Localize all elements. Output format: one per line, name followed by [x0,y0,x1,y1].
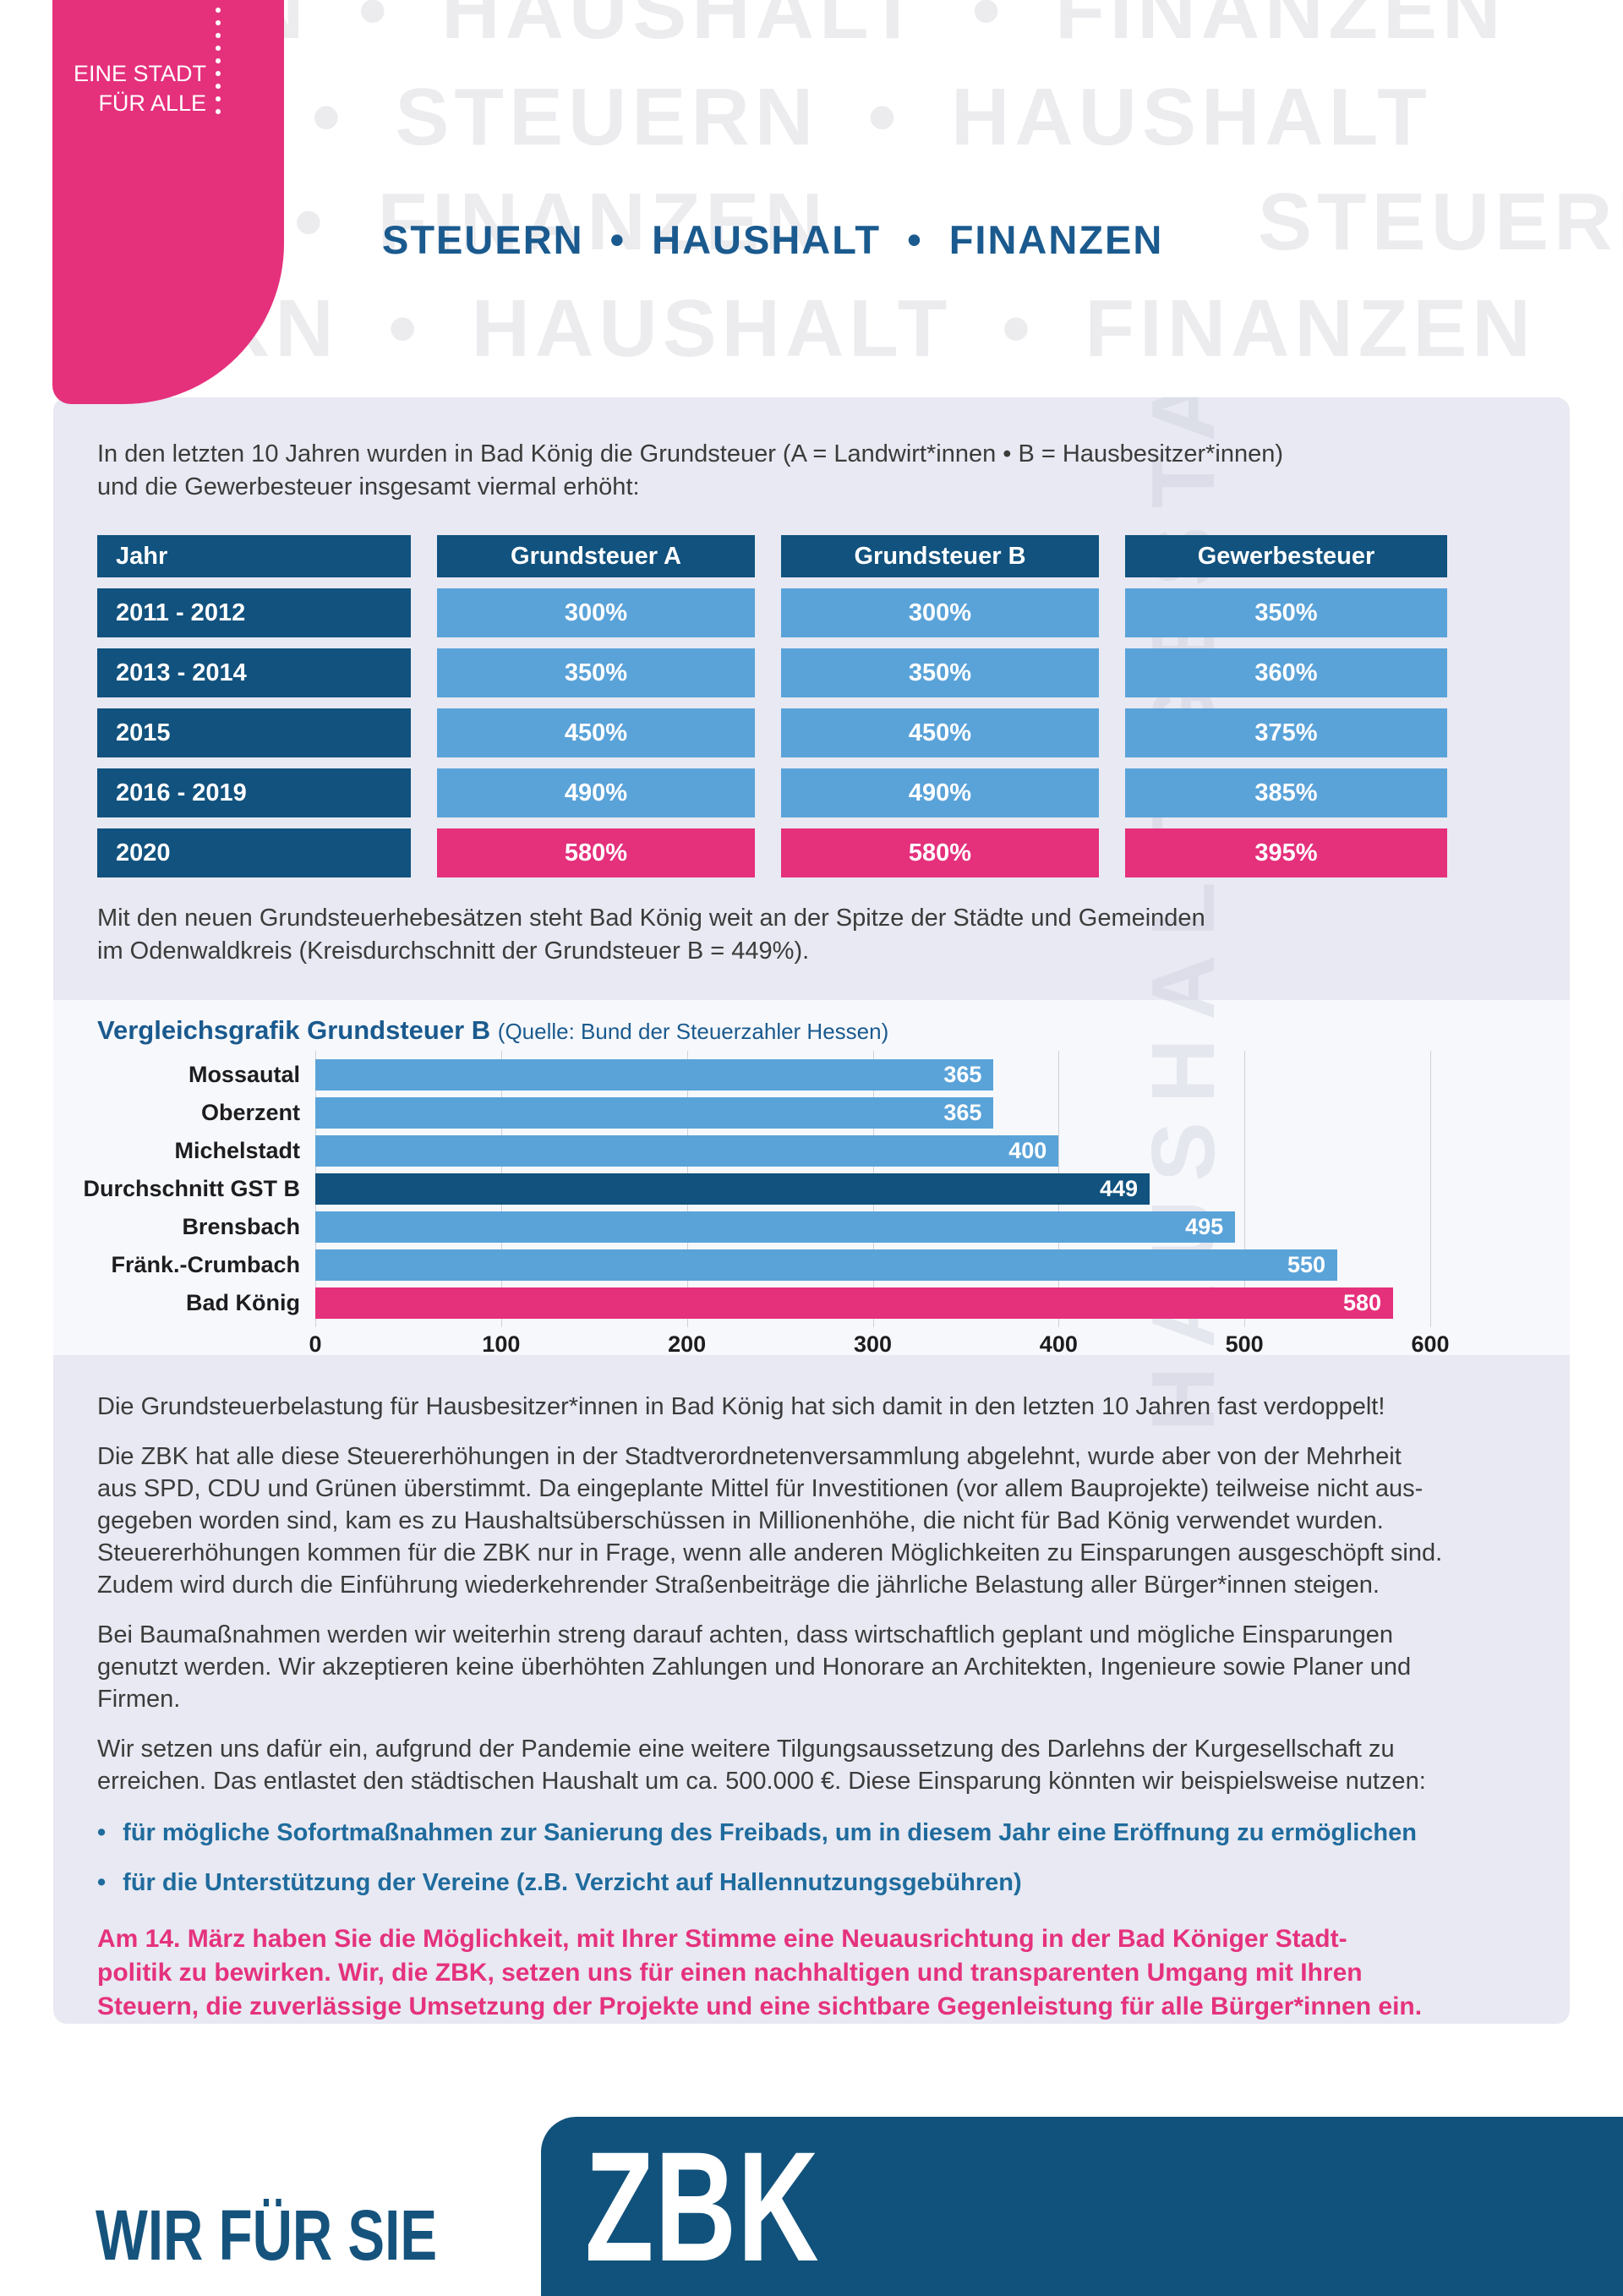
table-year-cell: 2013 - 2014 [97,648,411,697]
table-value-cell: 490% [437,768,755,817]
body-text: Die Grundsteuerbelastung für Hausbesitze… [97,1391,1465,2024]
table-year-cell: 2011 - 2012 [97,588,411,637]
chart-bar-value: 400 [1008,1138,1047,1163]
table-header-cell: Jahr [97,535,411,577]
footer-slogan: WIR FÜR SIE [96,2195,438,2275]
chart-bar: 449 [315,1173,1150,1205]
table-value-cell: 450% [437,708,755,757]
body-paragraph: Die ZBK hat alle diese Steuererhöhungen … [97,1443,1443,1599]
tax-rate-table: Jahr Grundsteuer A Grundsteuer B Gewerbeste… [97,535,1447,877]
body-paragraph: Bei Baumaßnahmen werden wir weiterhin st… [97,1621,1412,1713]
table-value-cell: 490% [781,768,1099,817]
page-title: STEUERN • HAUSHALT • FINANZEN [382,217,1164,262]
chart-bar: 495 [315,1211,1236,1243]
chart-bar-value: 580 [1342,1290,1382,1315]
x-axis-tick-label: 400 [1039,1331,1078,1357]
table-year-cell: 2015 [97,708,411,757]
chart-category-label: Mossautal [188,1062,300,1087]
chart-category-label: Fränk.-Crumbach [111,1252,300,1277]
table-value-cell: 580% [437,828,755,877]
x-axis-tick-label: 0 [309,1331,322,1357]
table-header-cell: Grundsteuer B [781,535,1099,577]
bullet-marker: • [97,1869,107,1896]
table-value-cell: 300% [437,588,755,637]
watermark-row: STEUERN [1258,177,1623,267]
table-note-paragraph: Mit den neuen Grundsteuerhebesätzen steh… [97,905,1205,965]
table-year-cell: 2016 - 2019 [97,768,411,817]
x-axis-tick-label: 100 [482,1331,521,1357]
bullet-text: für mögliche Sofortmaßnahmen zur Sanieru… [123,1819,1417,1846]
chart-gridline [1244,1051,1246,1327]
chart-bar: 400 [315,1135,1059,1167]
table-value-cell: 395% [1125,828,1447,877]
table-header-cell: Gewerbesteuer [1125,535,1447,577]
chart-bar-value: 449 [1099,1176,1139,1201]
content-panel: HAUSHALT GESTALTEN In den letzten 10 Jah… [53,397,1570,2024]
table-value-cell: 350% [781,648,1099,697]
chart-title-main: Vergleichsgrafik Grundsteuer B [97,1015,491,1045]
dotted-line-decoration [216,7,221,120]
chart-category-label: Michelstadt [174,1138,300,1163]
table-value-cell: 300% [781,588,1099,637]
watermark-row: RN • HAUSHALT • FINANZEN [211,283,1536,374]
chart-title: Vergleichsgrafik Grundsteuer B (Quelle: … [97,1015,888,1046]
chart-bar: 580 [315,1287,1394,1319]
city-badge: EINE STADT FÜR ALLE [52,0,284,404]
watermark-row: N • HAUSHALT • FINANZEN [245,0,1506,56]
table-value-cell: 450% [781,708,1099,757]
chart-category-label: Brensbach [182,1214,300,1239]
table-value-cell: 375% [1125,708,1447,757]
zbk-logo: ZBK [585,2120,821,2294]
watermark-row: EN • STEUERN • HAUSHALT [139,72,1432,162]
chart-bar: 365 [315,1059,994,1091]
table-value-cell: 385% [1125,768,1447,817]
table-header-cell: Grundsteuer A [437,535,755,577]
body-paragraph: Die Grundsteuerbelastung für Hausbesitze… [97,1393,1385,1420]
bullet-marker: • [97,1819,107,1846]
chart-bar-value: 365 [943,1062,982,1087]
call-to-action-paragraph: Am 14. März haben Sie die Möglichkeit, m… [97,1925,1423,2020]
chart-source: (Quelle: Bund der Steuerzahler Hessen) [497,1019,889,1044]
table-value-cell: 350% [1125,588,1447,637]
x-axis-tick-label: 200 [668,1331,707,1357]
badge-slogan: EINE STADT FÜR ALLE [73,61,206,116]
bullet-item: • für mögliche Sofortmaßnahmen zur Sanier… [97,1819,1465,1847]
chart-bar: 365 [315,1097,994,1129]
x-axis-tick-label: 300 [853,1331,893,1357]
chart-bar-value: 550 [1287,1252,1326,1277]
x-axis-tick-label: 500 [1225,1331,1264,1357]
table-year-cell: 2020 [97,828,411,877]
chart-category-label: Bad König [186,1290,300,1315]
table-value-cell: 580% [781,828,1099,877]
bar-chart: 0 100 200 300 400 500 600 Mossautal 365 Oberzent 3… [83,1051,1450,1357]
footer-logo-panel: ZBK [541,2117,1623,2296]
bullet-text: für die Unterstützung der Vereine (z.B. … [123,1869,1022,1896]
chart-bar-value: 365 [943,1100,982,1125]
intro-paragraph: In den letzten 10 Jahren wurden in Bad K… [97,440,1284,500]
table-value-cell: 360% [1125,648,1447,697]
chart-bar: 550 [315,1249,1338,1281]
chart-bar-value: 495 [1185,1214,1224,1239]
table-value-cell: 350% [437,648,755,697]
chart-category-label: Oberzent [200,1100,300,1125]
x-axis-tick-label: 600 [1411,1331,1450,1357]
chart-gridline [1430,1051,1431,1327]
chart-category-label: Durchschnitt GST B [83,1176,300,1201]
body-paragraph: Wir setzen uns dafür ein, aufgrund der P… [97,1736,1426,1795]
bullet-item: • für die Unterstützung der Vereine (z.B.… [97,1869,1465,1897]
